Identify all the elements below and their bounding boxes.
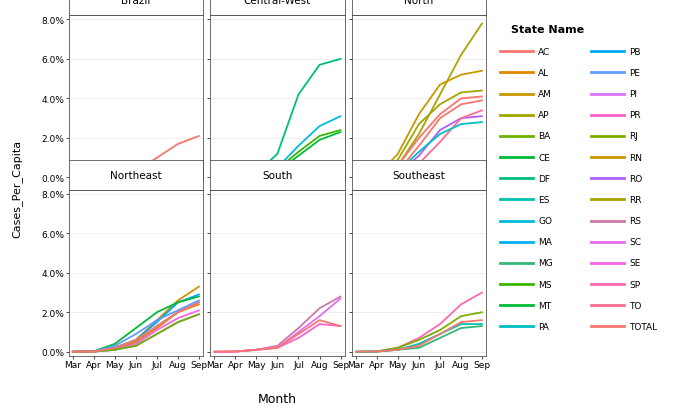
Text: RO: RO: [629, 174, 643, 183]
Text: PE: PE: [629, 69, 640, 78]
Text: DF: DF: [538, 174, 550, 183]
Text: AP: AP: [538, 111, 550, 120]
Text: GO: GO: [538, 216, 552, 225]
Text: MG: MG: [538, 259, 553, 268]
Text: TOTAL: TOTAL: [629, 322, 658, 331]
Text: PR: PR: [629, 111, 640, 120]
Text: MT: MT: [538, 301, 551, 310]
Text: RS: RS: [629, 216, 641, 225]
Text: RJ: RJ: [629, 132, 638, 141]
Text: BA: BA: [538, 132, 551, 141]
Text: PA: PA: [538, 322, 549, 331]
Text: AL: AL: [538, 69, 549, 78]
Text: AC: AC: [538, 47, 551, 56]
Text: PI: PI: [629, 90, 637, 99]
Text: CE: CE: [538, 153, 550, 162]
Text: State Name: State Name: [511, 25, 584, 35]
Text: ES: ES: [538, 196, 550, 204]
Text: SP: SP: [629, 280, 640, 289]
Text: TO: TO: [629, 301, 642, 310]
Text: RN: RN: [629, 153, 642, 162]
Text: MS: MS: [538, 280, 552, 289]
Text: AM: AM: [538, 90, 552, 99]
Text: SC: SC: [629, 238, 641, 247]
Text: Month: Month: [258, 392, 297, 405]
Text: Cases_Per_Capita: Cases_Per_Capita: [12, 139, 23, 237]
Text: MA: MA: [538, 238, 552, 247]
Text: PB: PB: [629, 47, 640, 56]
Text: RR: RR: [629, 196, 642, 204]
Text: SE: SE: [629, 259, 640, 268]
